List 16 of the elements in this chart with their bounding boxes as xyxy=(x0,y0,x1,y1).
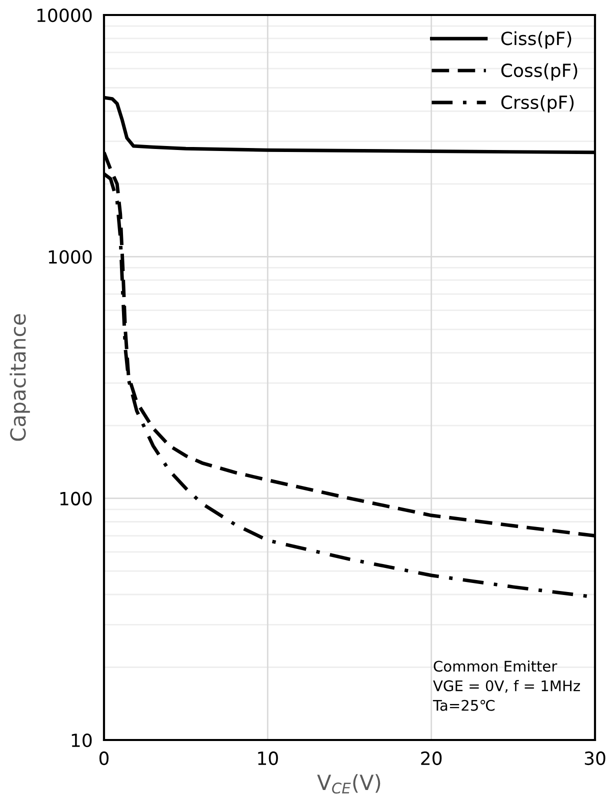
x-axis-title: V$_{CE}$(V) xyxy=(317,774,380,794)
annotation: Ta=25℃ xyxy=(432,700,495,711)
x-tick-label: 0 xyxy=(99,751,109,766)
legend-label: Crss(pF) xyxy=(501,95,574,113)
x-tick-label: 10 xyxy=(258,751,278,766)
annotation: VGE = 0V, f = 1MHz xyxy=(433,680,580,693)
y-tick-label: 10000 xyxy=(37,8,92,22)
y-tick-label: 100 xyxy=(60,492,92,506)
annotation: Common Emitter xyxy=(434,660,558,672)
y-axis-title: Capacitance xyxy=(10,314,30,441)
y-tick-label: 10 xyxy=(72,733,92,748)
legend-label: Coss(pF) xyxy=(501,63,578,81)
x-tick-label: 30 xyxy=(584,751,606,766)
y-tick-label: 1000 xyxy=(48,250,92,264)
x-tick-label: 20 xyxy=(421,751,442,766)
legend-label: Ciss(pF) xyxy=(501,31,572,49)
